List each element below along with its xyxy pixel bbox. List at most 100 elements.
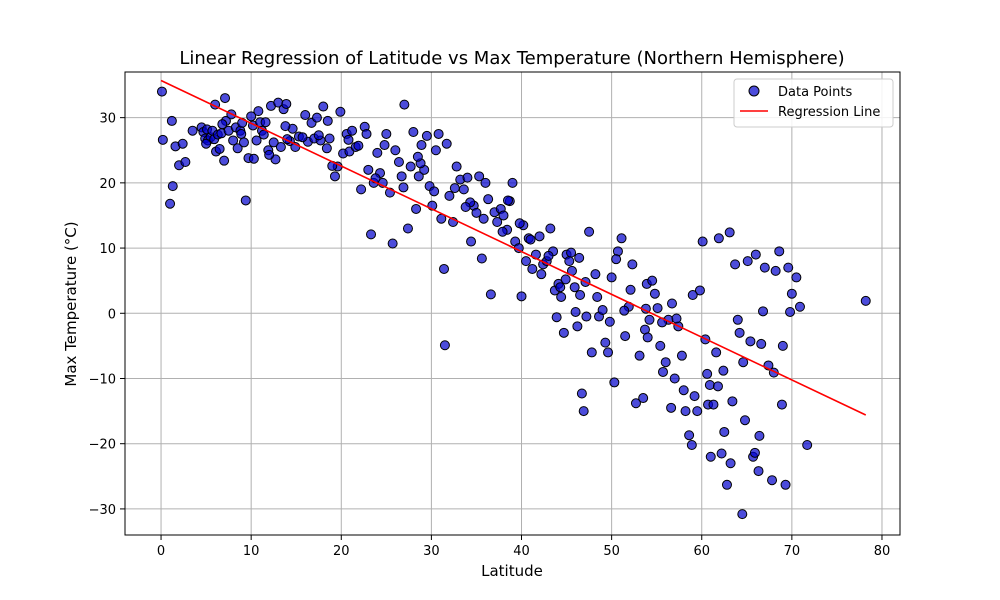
data-point [402, 223, 413, 234]
data-point [759, 262, 770, 273]
data-point [297, 132, 308, 143]
data-point [514, 218, 525, 229]
data-point [458, 184, 469, 195]
data-point [498, 210, 509, 221]
data-point [177, 138, 188, 149]
y-tick-label: −20 [89, 438, 116, 453]
legend-label-data-points: Data Points [778, 85, 852, 100]
data-point [324, 133, 335, 144]
data-point [516, 291, 527, 302]
data-point [719, 426, 730, 437]
data-point [412, 151, 423, 162]
data-point [718, 365, 729, 376]
data-point [471, 207, 482, 218]
data-point [630, 398, 641, 409]
data-point [156, 86, 167, 97]
data-point [396, 171, 407, 182]
data-point [756, 338, 767, 349]
x-tick-label: 40 [513, 544, 530, 559]
data-point [545, 223, 556, 234]
data-point [794, 301, 805, 312]
data-point [581, 311, 592, 322]
data-point [734, 327, 745, 338]
data-point [732, 314, 743, 325]
data-point [485, 289, 496, 300]
data-point [322, 115, 333, 126]
data-point [569, 282, 580, 293]
data-point [572, 321, 583, 332]
data-point [260, 117, 271, 128]
data-point [777, 340, 788, 351]
data-point [597, 305, 608, 316]
data-point [558, 327, 569, 338]
data-point [716, 448, 727, 459]
data-point [603, 347, 614, 358]
data-point [372, 147, 383, 158]
data-point [393, 156, 404, 167]
data-point [536, 269, 547, 280]
data-point [753, 466, 764, 477]
data-point [619, 305, 630, 316]
data-point [625, 284, 636, 295]
data-point [248, 153, 259, 164]
data-point [649, 288, 660, 299]
regression-line-layer [160, 79, 867, 416]
data-point [474, 171, 485, 182]
data-point [776, 399, 787, 410]
data-point [671, 313, 682, 324]
data-point [251, 135, 262, 146]
data-point [476, 253, 487, 264]
data-point [754, 430, 765, 441]
x-tick-label: 70 [784, 544, 801, 559]
data-point [555, 282, 566, 293]
y-tick-label: 0 [108, 307, 116, 322]
data-point [492, 216, 503, 227]
data-point [416, 140, 427, 151]
data-point [444, 190, 455, 201]
data-point [238, 137, 249, 148]
data-point [527, 263, 538, 274]
data-point [704, 380, 715, 391]
data-point [268, 137, 279, 148]
data-point [353, 140, 364, 151]
data-point [439, 340, 450, 351]
data-point [676, 350, 687, 361]
data-point [430, 145, 441, 156]
data-point [381, 128, 392, 139]
legend-box [733, 78, 894, 128]
data-point [335, 106, 346, 117]
data-point [165, 198, 176, 209]
data-point [429, 186, 440, 197]
data-point [311, 112, 322, 123]
data-point [433, 128, 444, 139]
data-point [737, 509, 748, 520]
data-point [478, 213, 489, 224]
data-point [767, 475, 778, 486]
data-point [711, 347, 722, 358]
data-point [361, 128, 372, 139]
y-tick-label: 10 [99, 242, 116, 257]
data-point [411, 203, 422, 214]
data-point [466, 236, 477, 247]
data-point [713, 233, 724, 244]
data-point [556, 291, 567, 302]
data-point [575, 290, 586, 301]
data-point [786, 288, 797, 299]
data-point [300, 110, 311, 121]
data-point [399, 99, 410, 110]
data-point [721, 479, 732, 490]
legend-label-regression-line: Regression Line [778, 105, 880, 120]
data-point [758, 306, 769, 317]
data-point [657, 366, 668, 377]
data-point [543, 250, 554, 261]
x-axis-ticks: 0 10 20 30 40 50 60 70 80 [157, 535, 890, 559]
data-point [712, 381, 723, 392]
data-point [167, 181, 178, 192]
data-point [280, 121, 291, 132]
x-tick-label: 0 [157, 544, 165, 559]
data-point [749, 447, 760, 458]
data-point [697, 236, 708, 247]
data-point [214, 143, 225, 154]
regression-line [160, 79, 867, 416]
